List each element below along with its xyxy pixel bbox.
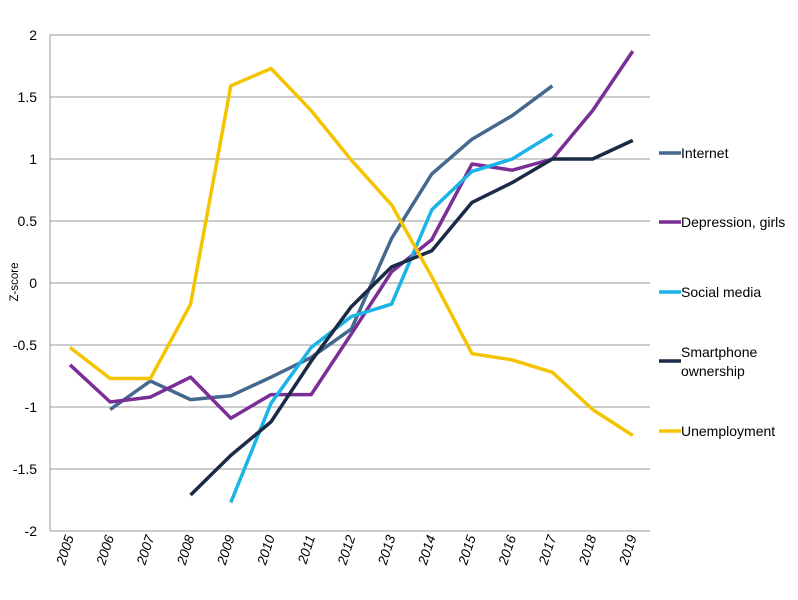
gridlines bbox=[49, 34, 650, 532]
y-tick-label: 2 bbox=[29, 27, 37, 43]
x-tick-label: 2008 bbox=[174, 533, 198, 568]
y-axis-ticks: 2 1.5 1 0.5 0 -0.5 -1 -1.5 -2 bbox=[13, 27, 37, 539]
y-tick-label: 0 bbox=[29, 275, 37, 291]
series-lines bbox=[68, 50, 635, 504]
legend-item: Social media bbox=[659, 284, 761, 300]
x-tick-label: 2019 bbox=[616, 533, 640, 568]
y-tick-label: -1 bbox=[25, 399, 38, 415]
series-line bbox=[68, 66, 634, 437]
legend-label: Depression, girls bbox=[681, 214, 785, 230]
x-tick-label: 2012 bbox=[334, 533, 358, 568]
y-tick-label: -2 bbox=[25, 523, 38, 539]
legend-item: Internet bbox=[659, 145, 729, 161]
x-tick-label: 2009 bbox=[214, 533, 238, 568]
x-tick-label: 2015 bbox=[455, 533, 479, 568]
series-line bbox=[229, 132, 554, 504]
x-tick-label: 2006 bbox=[93, 533, 117, 568]
legend: Internet Depression, girls Social media Sma… bbox=[659, 145, 785, 439]
y-tick-label: 1 bbox=[29, 151, 37, 167]
x-tick-label: 2016 bbox=[495, 533, 519, 568]
x-tick-label: 2018 bbox=[576, 533, 600, 568]
legend-label: Unemployment bbox=[681, 423, 775, 439]
x-tick-label: 2011 bbox=[295, 533, 319, 566]
x-tick-label: 2013 bbox=[375, 533, 399, 568]
x-tick-label: 2017 bbox=[535, 533, 559, 568]
series-line bbox=[68, 50, 635, 420]
x-axis-ticks: 2005 2006 2007 2008 2009 2010 2011 2012 2013 2014… bbox=[53, 533, 640, 568]
x-tick-label: 2005 bbox=[53, 533, 77, 568]
legend-item: Unemployment bbox=[659, 423, 775, 439]
legend-item: Depression, girls bbox=[659, 214, 785, 230]
y-tick-label: 0.5 bbox=[18, 213, 38, 229]
legend-label: Social media bbox=[681, 284, 761, 300]
series-line bbox=[189, 138, 634, 497]
legend-item: Smartphone ownership bbox=[659, 344, 757, 379]
series-line bbox=[109, 84, 554, 411]
legend-label: ownership bbox=[681, 363, 745, 379]
x-tick-label: 2007 bbox=[133, 533, 157, 568]
y-axis-label: Z-score bbox=[9, 263, 21, 302]
x-tick-label: 2010 bbox=[254, 533, 278, 568]
x-tick-label: 2014 bbox=[415, 533, 439, 567]
legend-label: Internet bbox=[681, 145, 729, 161]
legend-label: Smartphone bbox=[681, 344, 757, 360]
y-tick-label: -1.5 bbox=[13, 461, 37, 477]
y-tick-label: -0.5 bbox=[13, 337, 37, 353]
y-tick-label: 1.5 bbox=[18, 89, 38, 105]
